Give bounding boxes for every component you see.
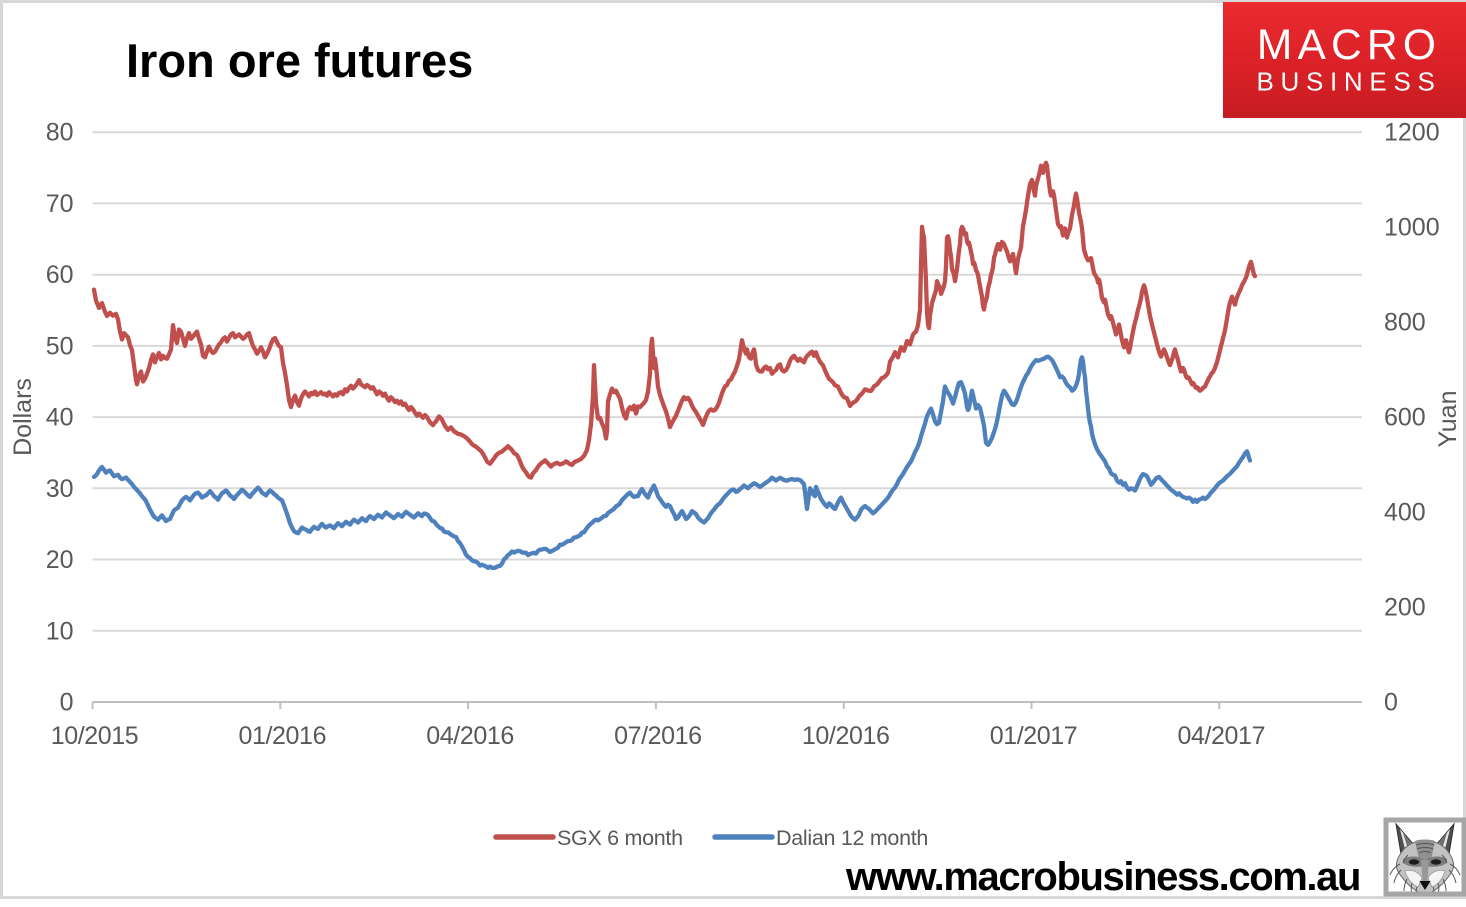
svg-text:1200: 1200 <box>1384 119 1440 147</box>
svg-text:01/2017: 01/2017 <box>990 722 1078 750</box>
svg-text:50: 50 <box>46 332 74 360</box>
svg-text:600: 600 <box>1384 404 1426 432</box>
svg-text:04/2017: 04/2017 <box>1178 722 1266 750</box>
svg-text:400: 400 <box>1384 499 1426 527</box>
svg-text:40: 40 <box>46 404 74 432</box>
svg-text:70: 70 <box>46 190 74 218</box>
svg-text:MACRO: MACRO <box>1257 22 1441 69</box>
svg-text:1000: 1000 <box>1384 214 1440 242</box>
svg-text:www.macrobusiness.com.au: www.macrobusiness.com.au <box>845 855 1360 899</box>
svg-text:200: 200 <box>1384 594 1426 622</box>
svg-text:Iron ore futures: Iron ore futures <box>126 34 473 87</box>
svg-text:10/2016: 10/2016 <box>802 722 890 750</box>
svg-text:30: 30 <box>46 475 74 503</box>
svg-text:SGX 6 month: SGX 6 month <box>557 826 683 850</box>
svg-text:10/2015: 10/2015 <box>51 722 139 750</box>
svg-text:0: 0 <box>1384 689 1398 717</box>
svg-text:BUSINESS: BUSINESS <box>1256 67 1441 97</box>
svg-text:Dalian 12 month: Dalian 12 month <box>776 826 928 850</box>
svg-text:20: 20 <box>46 546 74 574</box>
svg-text:800: 800 <box>1384 309 1426 337</box>
svg-text:Dollars: Dollars <box>9 378 37 456</box>
svg-text:80: 80 <box>46 119 74 147</box>
svg-text:07/2016: 07/2016 <box>614 722 702 750</box>
svg-text:60: 60 <box>46 261 74 289</box>
svg-text:0: 0 <box>60 689 74 717</box>
svg-text:Yuan: Yuan <box>1434 390 1462 447</box>
svg-text:04/2016: 04/2016 <box>426 722 514 750</box>
svg-text:10: 10 <box>46 617 74 645</box>
svg-text:01/2016: 01/2016 <box>239 722 327 750</box>
